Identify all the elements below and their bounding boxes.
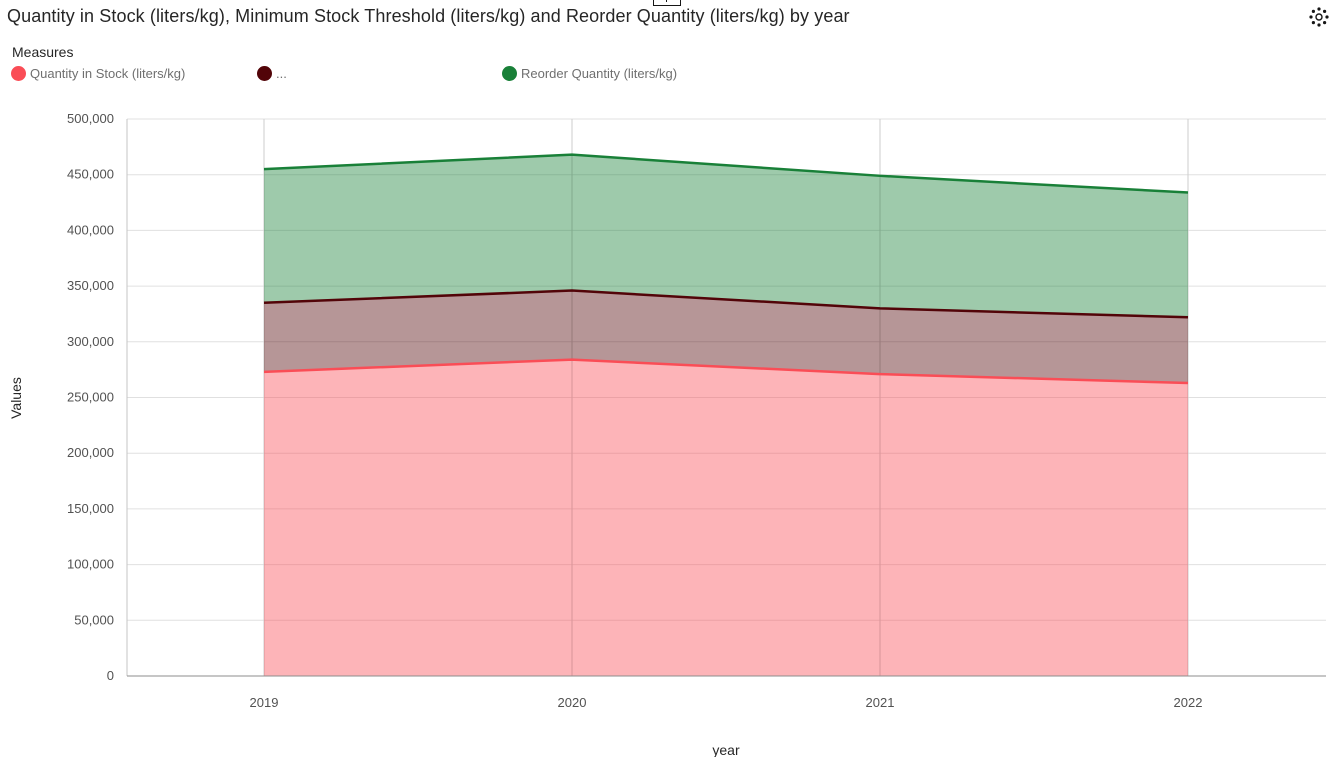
x-tick-label: 2019	[250, 695, 279, 710]
settings-gear-icon	[1309, 7, 1329, 27]
y-tick-label: 250,000	[67, 390, 114, 405]
y-axis-title: Values	[8, 377, 24, 419]
legend-item-reorder-quantity[interactable]: Reorder Quantity (liters/kg)	[502, 64, 677, 82]
area-series-2[interactable]	[264, 154, 1188, 318]
x-tick-label: 2021	[866, 695, 895, 710]
drag-handle-icon[interactable]	[653, 0, 681, 6]
y-tick-label: 300,000	[67, 334, 114, 349]
x-tick-label: 2020	[558, 695, 587, 710]
series-line-0[interactable]	[263, 358, 1189, 385]
chart-title: Quantity in Stock (liters/kg), Minimum S…	[7, 6, 850, 26]
legend-item-minimum-stock-threshold[interactable]: ...	[257, 64, 287, 82]
series-line-1[interactable]	[263, 289, 1189, 319]
y-tick-label: 350,000	[67, 278, 114, 293]
y-tick-label: 150,000	[67, 501, 114, 516]
legend-swatch-icon	[257, 65, 272, 81]
y-tick-label: 50,000	[74, 612, 114, 627]
legend-label: ...	[276, 65, 287, 81]
settings-button[interactable]	[1308, 6, 1330, 28]
y-tick-label: 0	[107, 668, 114, 683]
legend-label: Quantity in Stock (liters/kg)	[30, 65, 186, 81]
area-series-0[interactable]	[264, 359, 1188, 676]
legend-label: Reorder Quantity (liters/kg)	[521, 65, 678, 81]
legend-item-quantity-in-stock[interactable]: Quantity in Stock (liters/kg)	[11, 64, 185, 82]
legend-swatch-icon	[502, 65, 517, 81]
y-tick-label: 100,000	[67, 557, 114, 572]
series-line-2[interactable]	[263, 153, 1189, 194]
x-axis-title: year	[712, 742, 740, 757]
y-tick-label: 400,000	[67, 222, 114, 237]
x-tick-label: 2022	[1174, 695, 1203, 710]
legend-swatch-icon	[11, 65, 26, 81]
y-tick-label: 500,000	[67, 111, 114, 126]
y-tick-label: 200,000	[67, 445, 114, 460]
y-tick-label: 450,000	[67, 167, 114, 182]
legend-title: Measures	[12, 44, 74, 60]
area-series-1[interactable]	[264, 290, 1188, 384]
